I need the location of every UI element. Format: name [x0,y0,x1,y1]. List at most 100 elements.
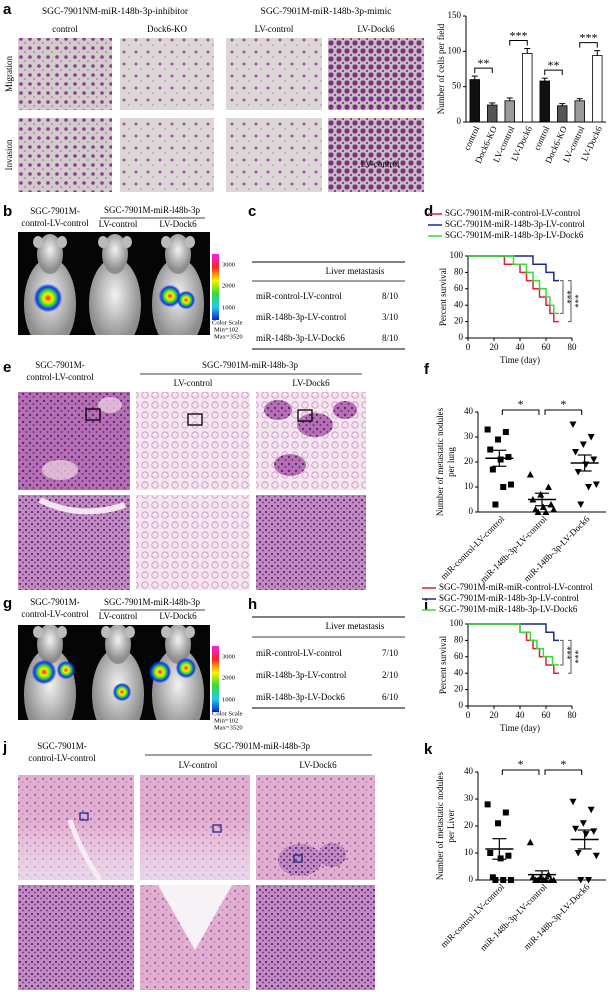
y-tick-label: 0 [469,506,474,516]
image-overlay-text: LV-control [361,159,400,169]
tissue [98,397,122,413]
tissue [278,844,322,876]
tissue [42,460,78,480]
point [537,491,545,498]
y-tick-label: 20 [464,456,474,466]
point [545,483,552,490]
y-tick-label: 150 [448,10,462,20]
point [526,838,534,846]
point [590,456,598,463]
color-scale [212,254,219,320]
x-tick-label: 40 [516,342,526,352]
significance-label: ** [478,56,490,70]
point [497,855,504,862]
point [592,852,600,860]
mice [24,234,204,335]
group-header: control-LV-control [21,218,89,228]
panel-label: i [424,597,428,614]
column-label: LV-Dock6 [299,760,337,770]
point [539,503,547,510]
significance-label: * [518,757,524,771]
tissue [318,843,346,867]
point [579,441,587,448]
signal [34,284,62,312]
zoom-box [85,408,101,421]
scale-tick: 3000 [222,653,235,660]
bar [557,105,568,123]
survival-curve [468,623,559,642]
panel-label: j [2,739,7,756]
point [497,456,504,463]
y-tick-label: 60 [454,283,464,293]
x-tick-label: 80 [568,710,578,720]
micrograph-shading [18,775,134,880]
significance-label: * [560,757,566,771]
scale-title: Color Scale [212,710,243,717]
significance-bracket [560,280,564,314]
table-cell: miR-148b-3p-LV-Dock6 [256,692,345,702]
y-tick-label: 60 [454,651,464,661]
x-tick-label: 80 [568,342,578,352]
panel-label: h [248,596,257,613]
x-axis-label: Time (day) [500,355,540,365]
point [500,484,507,490]
bar [574,100,585,123]
survival-curve [468,255,559,282]
micrograph-shading [140,775,250,880]
y-tick-label: 20 [464,820,474,830]
tissue [297,413,333,437]
y-tick-label: 20 [454,316,464,326]
significance-bracket [544,69,563,76]
tissue [264,400,292,420]
panel-label: k [424,741,433,758]
point [487,850,494,856]
micrograph [18,118,112,192]
point [574,469,582,476]
signal [176,658,196,678]
group-header: SGC-7901M-miR-l48b-3p [104,205,201,215]
tissue [158,885,232,950]
y-tick-label: 40 [454,667,464,677]
y-axis-label: Number of cells per field [436,23,446,114]
column-label: LV-control [99,611,138,621]
micrograph [120,38,214,110]
scale-title: Color Scale [212,319,243,326]
scale-min: Min=102 [214,326,238,333]
point [508,481,515,488]
tissue [67,819,103,882]
table-cell: 7/10 [382,648,399,658]
column-label: Dock6-KO [147,24,187,34]
y-tick-label: 0 [459,700,464,710]
significance-label: *** [510,28,528,42]
scale-max: Max=3520 [214,724,243,731]
y-tick-label: 100 [448,45,462,55]
significance-label: *** [580,30,598,44]
x-axis-label: Time (day) [500,723,540,733]
panel-label: g [3,595,12,612]
group-header: control-LV-control [26,372,94,382]
scale-tick: 2000 [222,674,235,681]
point [489,466,496,473]
panel-label: c [248,203,256,220]
y-tick-label: 100 [450,250,464,260]
point [579,820,587,827]
group-header: SGC-7901M- [37,741,87,751]
scale-min: Min=102 [214,717,238,724]
table-cell: 3/10 [382,312,399,322]
panel-label: b [3,203,12,220]
point [574,850,582,857]
point [587,806,595,814]
point [526,471,534,478]
significance-label: * [518,397,524,411]
signal [32,660,56,684]
panel-label: f [424,361,430,378]
micrograph [256,885,375,990]
point [500,877,507,883]
column-label: LV-control [179,760,218,770]
group-header: SGC-7901NM-miR-148b-3p-inhibitor [42,7,189,17]
legend-label: SGC-7901M-miR-control-LV-control [445,208,581,218]
significance-bracket [544,769,583,775]
group-header: SGC-7901M-miR-l48b-3p [202,360,299,370]
y-tick-label: 0 [459,332,464,342]
micrograph [136,495,250,590]
